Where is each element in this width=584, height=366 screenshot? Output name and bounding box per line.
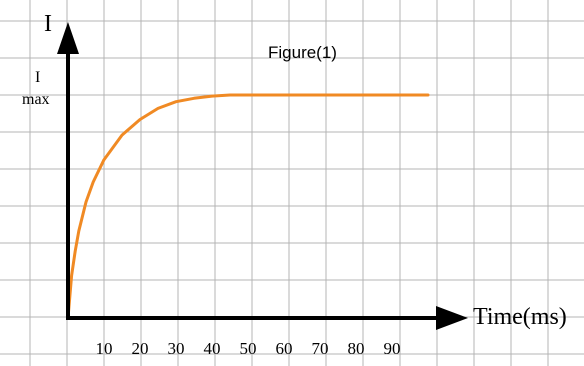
x-axis-arrowhead [436, 306, 468, 330]
chart-title: Figure(1) [268, 43, 337, 62]
x-tick-label: 30 [168, 339, 185, 358]
current-curve [66, 93, 430, 320]
x-tick-label: 60 [276, 339, 293, 358]
x-tick-label: 10 [96, 339, 113, 358]
x-tick-labels: 10 20 30 40 50 60 70 80 90 [96, 339, 401, 358]
x-tick-label: 40 [204, 339, 221, 358]
x-axis-label: Time(ms) [473, 304, 567, 330]
i-max-label-top: I [35, 69, 40, 86]
y-axis-arrowhead [57, 22, 79, 54]
y-axis-label: I [44, 11, 52, 37]
x-tick-label: 50 [240, 339, 257, 358]
x-tick-label: 20 [132, 339, 149, 358]
x-tick-label: 70 [312, 339, 329, 358]
x-tick-label: 80 [348, 339, 365, 358]
i-max-label-bottom: max [22, 91, 50, 108]
x-tick-label: 90 [384, 339, 401, 358]
